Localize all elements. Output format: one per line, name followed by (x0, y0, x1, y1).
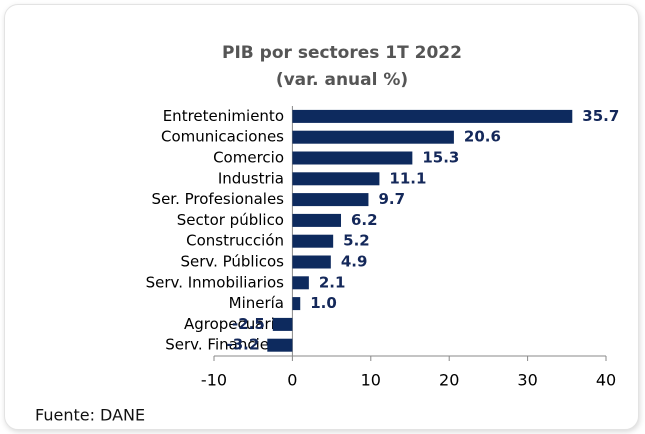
data-label: 6.2 (351, 211, 378, 229)
data-label: 2.1 (319, 273, 346, 291)
bar (292, 109, 573, 123)
y-tick-label: Serv. Públicos (180, 253, 284, 271)
data-label: 5.2 (343, 232, 370, 250)
y-tick-label: Sector público (177, 211, 284, 229)
y-tick-label: Serv. Financiero (165, 336, 284, 354)
x-tick-label: 40 (596, 371, 616, 390)
bar (292, 172, 380, 186)
chart: PIB por sectores 1T 2022 (var. anual %) … (35, 43, 619, 425)
bar (272, 317, 293, 331)
data-label: -2.5 (232, 315, 265, 333)
y-tick-label: Agropecuario (184, 315, 284, 333)
data-label: 20.6 (464, 128, 501, 146)
bar (292, 213, 342, 227)
card: PIB por sectores 1T 2022 (var. anual %) … (4, 4, 639, 430)
y-tick-label: Minería (229, 294, 284, 312)
y-tick-label: Comunicaciones (161, 128, 284, 146)
bar (292, 234, 334, 248)
bar (267, 338, 293, 352)
data-label: 15.3 (422, 149, 459, 167)
y-tick-label: Construcción (186, 232, 284, 250)
y-tick-label: Ser. Profesionales (152, 190, 285, 208)
x-tick-label: 10 (361, 371, 381, 390)
x-tick-label: 0 (287, 371, 297, 390)
data-label: 9.7 (378, 190, 405, 208)
bar (292, 151, 413, 165)
bar (292, 276, 309, 290)
bar (292, 193, 369, 207)
chart-subtitle: (var. anual %) (276, 70, 408, 90)
x-tick-label: -10 (201, 371, 227, 390)
y-tick-label: Comercio (213, 149, 284, 167)
data-label: 1.0 (310, 294, 337, 312)
bar (292, 297, 301, 311)
data-label: 35.7 (582, 107, 619, 125)
y-tick-label: Entretenimiento (163, 107, 284, 125)
bar (292, 255, 331, 269)
source-note: Fuente: DANE (35, 406, 145, 425)
data-label: 4.9 (341, 253, 368, 271)
bar (292, 130, 454, 144)
data-label: -3.2 (226, 336, 259, 354)
y-tick-label: Industria (218, 169, 284, 187)
y-tick-label: Serv. Inmobiliarios (146, 273, 285, 291)
x-tick-label: 20 (439, 371, 459, 390)
data-label: 11.1 (389, 169, 426, 187)
x-tick-label: 30 (517, 371, 537, 390)
chart-title: PIB por sectores 1T 2022 (222, 43, 462, 63)
